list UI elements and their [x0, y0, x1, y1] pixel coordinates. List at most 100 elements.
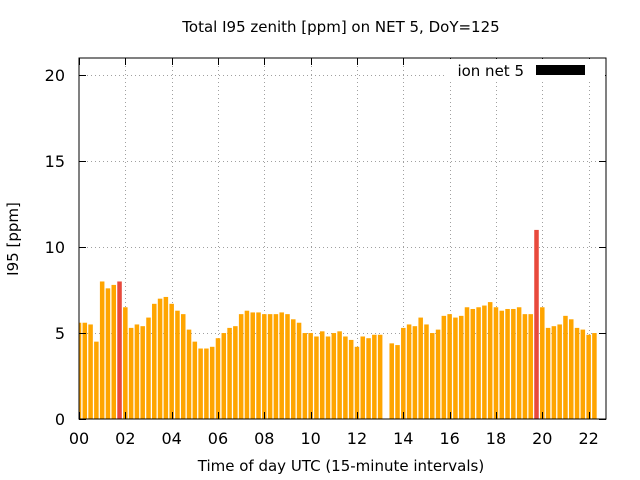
bar — [99, 281, 105, 419]
bar — [267, 314, 273, 419]
bar — [574, 327, 580, 419]
bar — [401, 327, 406, 419]
x-tick-label: 04 — [161, 429, 181, 448]
bar — [395, 345, 400, 419]
bar — [580, 329, 586, 419]
bar — [343, 336, 348, 419]
x-tick-label: 02 — [115, 429, 135, 448]
bar — [372, 334, 377, 419]
plot-frame — [78, 57, 607, 420]
bar — [412, 326, 418, 419]
bar — [175, 310, 180, 419]
bar — [209, 346, 215, 419]
bar — [458, 315, 464, 419]
bar — [470, 308, 476, 419]
y-tick-label: 0 — [55, 410, 65, 429]
bar — [128, 327, 134, 419]
legend: ion net 5 — [445, 59, 605, 81]
bar — [256, 312, 261, 419]
bar-highlighted — [534, 229, 539, 419]
bar — [169, 303, 174, 419]
x-tick-label: 00 — [69, 429, 89, 448]
bar — [505, 308, 510, 419]
bar — [406, 324, 412, 419]
bar — [482, 305, 487, 419]
bar — [476, 307, 481, 419]
bar — [337, 331, 342, 419]
bar — [140, 326, 145, 419]
bar — [418, 317, 423, 419]
bar — [88, 324, 93, 419]
bar — [308, 333, 313, 419]
bar — [152, 303, 157, 419]
bar — [82, 322, 88, 419]
bar — [279, 312, 284, 419]
bar — [528, 314, 533, 419]
bar — [296, 322, 302, 419]
bar — [545, 327, 551, 419]
bar — [331, 333, 337, 419]
bar — [233, 326, 238, 419]
bar — [487, 302, 493, 419]
bar — [424, 324, 429, 419]
bar — [215, 338, 221, 419]
x-tick-label: 16 — [439, 429, 459, 448]
bar — [464, 307, 470, 419]
bars — [79, 229, 597, 419]
bar — [557, 324, 562, 419]
bar — [348, 339, 354, 419]
bar — [244, 310, 250, 419]
bar — [377, 334, 383, 419]
x-tick-label: 10 — [300, 429, 320, 448]
bar — [551, 326, 557, 419]
bar-highlighted — [117, 281, 122, 419]
bar — [586, 334, 591, 419]
bar — [447, 314, 452, 419]
bar — [204, 348, 209, 419]
y-tick-label: 15 — [45, 152, 65, 171]
bar — [192, 341, 198, 419]
x-tick-label: 14 — [393, 429, 413, 448]
bar — [186, 329, 192, 419]
bar — [250, 312, 255, 419]
x-axis-label: Time of day UTC (15-minute intervals) — [197, 457, 484, 475]
bar — [123, 307, 128, 419]
bar — [291, 319, 296, 419]
bar — [105, 288, 111, 419]
x-tick-label: 18 — [486, 429, 506, 448]
bar — [453, 317, 458, 419]
x-tick-label: 06 — [208, 429, 228, 448]
bar — [273, 314, 279, 419]
bar — [568, 319, 574, 419]
bar — [163, 296, 169, 419]
bar — [366, 338, 371, 419]
y-tick-label: 20 — [45, 66, 65, 85]
y-tick-label: 5 — [55, 324, 65, 343]
bar — [146, 317, 151, 419]
x-tick-label: 20 — [532, 429, 552, 448]
bar — [592, 333, 597, 419]
bar — [111, 284, 117, 419]
bar — [134, 324, 140, 419]
bar — [511, 308, 516, 419]
bar — [94, 341, 99, 419]
bar — [79, 322, 82, 419]
bar — [430, 333, 435, 419]
bar — [499, 310, 505, 419]
bar — [540, 307, 545, 419]
bar — [441, 315, 447, 419]
bar — [319, 331, 325, 419]
bar — [157, 298, 163, 419]
legend-box — [445, 59, 605, 81]
bar — [302, 333, 308, 419]
x-tick-label: 08 — [254, 429, 274, 448]
bar — [354, 346, 360, 419]
bar — [198, 348, 203, 419]
x-tick-label: 22 — [578, 429, 598, 448]
bar — [563, 315, 568, 419]
bar — [238, 314, 244, 419]
bar — [180, 314, 186, 419]
bar — [221, 333, 227, 419]
legend-swatch — [536, 65, 585, 75]
